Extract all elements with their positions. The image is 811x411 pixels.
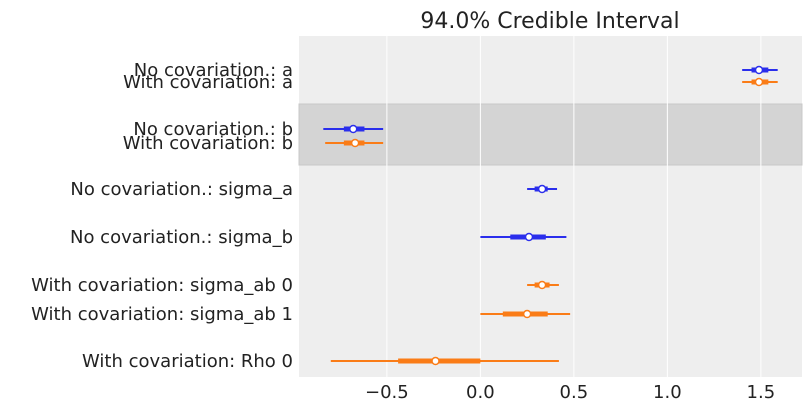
interval-marks-layer bbox=[323, 65, 778, 366]
median-point bbox=[431, 356, 440, 366]
row-label: No covariation.: b bbox=[133, 119, 293, 140]
shaded-group-band bbox=[298, 103, 803, 166]
x-tick-label: 1.0 bbox=[653, 382, 682, 403]
shaded-band-layer bbox=[298, 103, 803, 166]
row-label: No covariation.: sigma_a bbox=[70, 179, 293, 200]
x-tick-labels-layer: −0.5 0.0 0.5 1.0 1.5 bbox=[365, 382, 775, 403]
median-point bbox=[524, 232, 534, 242]
x-tick-label: −0.5 bbox=[365, 382, 409, 403]
median-point bbox=[754, 77, 764, 87]
x-tick-label: 0.0 bbox=[466, 382, 495, 403]
median-point bbox=[522, 309, 532, 319]
row-label: With covariation: sigma_ab 1 bbox=[31, 304, 293, 325]
row-label: No covariation.: sigma_b bbox=[70, 227, 293, 248]
row-label: With covariation: b bbox=[123, 133, 293, 154]
row-label: No covariation.: a bbox=[134, 60, 293, 81]
row-label: With covariation: Rho 0 bbox=[82, 351, 293, 372]
median-point bbox=[537, 184, 547, 194]
row-label: With covariation: sigma_ab 0 bbox=[31, 275, 293, 296]
x-tick-label: 0.5 bbox=[560, 382, 589, 403]
x-tick-label: 1.5 bbox=[747, 382, 776, 403]
median-point bbox=[537, 280, 547, 290]
median-point bbox=[348, 124, 358, 134]
grid-layer bbox=[386, 36, 762, 377]
plot-area bbox=[299, 36, 802, 377]
chart-title: 94.0% Credible Interval bbox=[420, 9, 679, 34]
median-point bbox=[350, 138, 360, 148]
row-label: With covariation: a bbox=[123, 72, 293, 93]
median-point bbox=[754, 65, 764, 75]
